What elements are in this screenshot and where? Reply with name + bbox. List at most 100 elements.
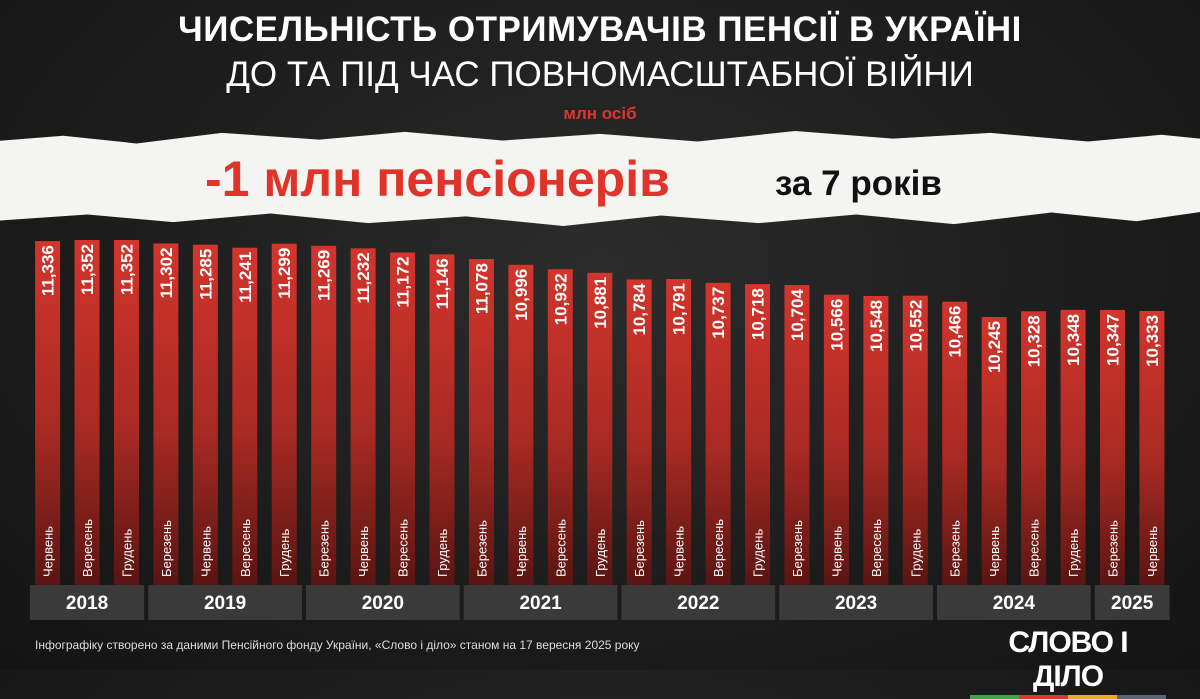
bar <box>153 243 179 586</box>
month-label: Березень <box>159 520 174 577</box>
month-label: Вересень <box>711 519 726 577</box>
year-label: 2022 <box>677 593 719 614</box>
value-label: 11,352 <box>117 244 136 295</box>
value-label: 10,548 <box>867 300 886 352</box>
bar-chart: 11,336 Червень 11,352 Вересень 11,352 Грудень… <box>29 240 1170 620</box>
year-band <box>621 585 776 620</box>
value-label: 10,737 <box>709 287 728 339</box>
value-label: 11,352 <box>78 244 97 295</box>
year-label: 2023 <box>835 593 877 614</box>
value-label: 11,078 <box>472 263 491 314</box>
month-label: Вересень <box>80 519 95 577</box>
year-label: 2025 <box>1111 593 1154 614</box>
value-label: 10,328 <box>1025 315 1044 367</box>
value-label: 11,232 <box>354 252 373 303</box>
value-label: 10,704 <box>788 289 807 342</box>
year-label: 2024 <box>993 593 1036 614</box>
bar <box>1099 309 1125 585</box>
bar <box>902 295 928 585</box>
chart-title: ЧИСЕЛЬНІСТЬ ОТРИМУВАЧІВ ПЕНСІЇ В УКРАЇНІ <box>178 10 1022 49</box>
value-label: 11,336 <box>39 245 58 296</box>
bar <box>429 254 455 586</box>
bar <box>390 252 416 585</box>
bar <box>192 244 218 585</box>
bar <box>232 247 258 586</box>
month-label: Грудень <box>593 529 608 577</box>
bar <box>981 317 1007 585</box>
bar <box>784 285 810 585</box>
month-label: Червень <box>198 526 213 577</box>
month-label: Вересень <box>396 519 411 577</box>
bar <box>626 279 652 585</box>
bar <box>863 295 889 585</box>
bar <box>705 282 731 585</box>
month-label: Грудень <box>751 529 766 577</box>
value-label: 10,996 <box>512 269 531 321</box>
month-label: Грудень <box>1066 529 1081 577</box>
year-band <box>937 585 1091 620</box>
value-label: 10,333 <box>1143 315 1162 367</box>
month-label: Червень <box>829 526 844 577</box>
month-label: Грудень <box>908 529 923 577</box>
bar <box>468 259 494 585</box>
month-label: Вересень <box>1027 519 1042 577</box>
chart-subtitle: ДО ТА ПІД ЧАС ПОВНОМАСШТАБНОЇ ВІЙНИ <box>226 55 974 94</box>
bar <box>1021 311 1047 585</box>
logo-color-segment <box>1019 695 1068 699</box>
month-label: Грудень <box>119 529 134 577</box>
value-label: 10,245 <box>985 321 1004 373</box>
value-label: 10,347 <box>1103 314 1122 366</box>
month-label: Березень <box>474 520 489 577</box>
month-label: Червень <box>987 526 1002 577</box>
highlight-main: -1 млн пенсіонерів <box>205 151 670 207</box>
year-band <box>779 585 933 620</box>
logo-text: СЛОВО І ДІЛО <box>1008 626 1128 693</box>
month-label: Березень <box>317 520 332 577</box>
value-label: 11,146 <box>433 258 452 309</box>
year-label: 2021 <box>519 593 562 614</box>
value-label: 11,241 <box>236 252 255 303</box>
logo-color-segment <box>1068 695 1117 699</box>
value-label: 10,348 <box>1064 314 1083 366</box>
year-label: 2020 <box>362 593 404 614</box>
month-label: Червень <box>514 526 529 577</box>
year-band <box>148 585 302 620</box>
logo-color-segment <box>1117 695 1166 699</box>
month-label: Грудень <box>435 529 450 577</box>
torn-paper-strip <box>0 130 1200 226</box>
value-label: 11,285 <box>196 249 215 300</box>
month-label: Червень <box>356 526 371 577</box>
bar <box>587 272 613 585</box>
month-label: Вересень <box>553 519 568 577</box>
value-label: 10,932 <box>551 273 570 325</box>
bar <box>942 301 968 585</box>
value-label: 11,299 <box>275 248 294 299</box>
month-label: Вересень <box>869 519 884 577</box>
bar <box>74 240 100 585</box>
bar <box>1060 309 1086 585</box>
bar <box>1139 310 1165 585</box>
month-label: Червень <box>1145 526 1160 577</box>
bar <box>311 245 337 585</box>
bar <box>113 240 139 585</box>
month-label: Червень <box>41 526 56 577</box>
source-note: Інфографіку створено за даними Пенсійног… <box>35 638 640 652</box>
bar <box>508 264 534 585</box>
highlight-secondary: за 7 років <box>775 164 942 203</box>
year-label: 2019 <box>204 593 246 614</box>
bar <box>350 248 376 586</box>
unit-label: млн осіб <box>563 104 637 123</box>
logo-color-segment <box>970 695 1019 699</box>
value-label: 10,791 <box>670 283 689 335</box>
month-label: Березень <box>790 520 805 577</box>
bar <box>35 241 61 586</box>
bar <box>547 269 573 585</box>
value-label: 10,881 <box>591 277 610 329</box>
year-band <box>29 585 145 620</box>
month-label: Березень <box>1105 520 1120 577</box>
value-label: 11,302 <box>157 247 176 298</box>
year-band <box>1094 585 1170 620</box>
value-label: 11,172 <box>394 257 413 308</box>
year-band <box>305 585 460 620</box>
month-label: Березень <box>948 520 963 577</box>
